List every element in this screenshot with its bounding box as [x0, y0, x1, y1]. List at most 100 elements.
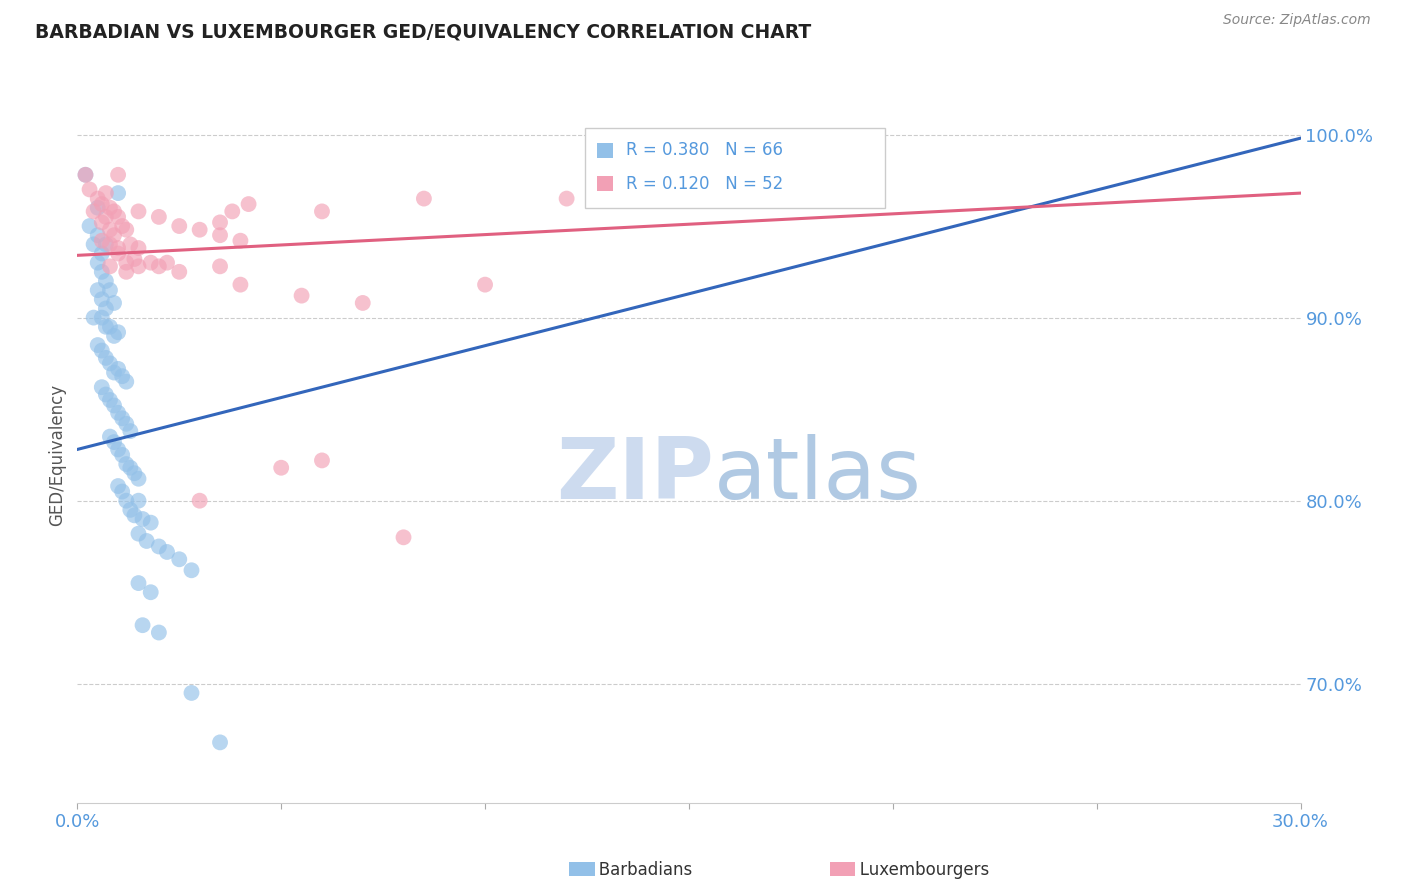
Point: [98, 283, 121, 297]
Point: [94, 319, 117, 334]
Point: [115, 265, 138, 279]
Point: [107, 241, 129, 255]
Point: [209, 260, 232, 274]
Point: [115, 457, 138, 471]
Point: [103, 399, 125, 413]
Point: [87, 338, 110, 352]
Point: [148, 210, 170, 224]
Point: [229, 277, 252, 292]
Point: [555, 192, 578, 206]
Point: [111, 411, 134, 425]
Point: [238, 197, 260, 211]
Point: [169, 265, 191, 279]
Point: [107, 168, 129, 182]
Point: [120, 424, 142, 438]
Point: [83, 204, 105, 219]
Point: [131, 618, 153, 632]
Point: [83, 310, 105, 325]
Point: [209, 735, 232, 749]
Point: [148, 625, 170, 640]
Point: [124, 467, 146, 481]
Point: [128, 260, 150, 274]
Point: [98, 429, 121, 443]
Point: [103, 366, 125, 380]
Point: [131, 512, 153, 526]
Point: [128, 576, 150, 591]
Point: [94, 351, 117, 365]
Point: [128, 526, 150, 541]
Point: [90, 197, 112, 211]
Point: [221, 204, 243, 219]
Point: [128, 493, 150, 508]
Point: [94, 210, 117, 224]
Point: [103, 228, 125, 243]
Text: atlas: atlas: [713, 434, 921, 517]
Point: [209, 228, 232, 243]
Point: [83, 237, 105, 252]
Point: [188, 223, 211, 237]
Point: [94, 301, 117, 316]
Point: [98, 260, 121, 274]
Point: [107, 210, 129, 224]
Point: [90, 246, 112, 260]
Point: [94, 387, 117, 401]
Point: [87, 228, 110, 243]
Point: [148, 540, 170, 554]
Point: [135, 533, 157, 548]
Point: [90, 234, 112, 248]
Point: [87, 201, 110, 215]
Point: [90, 215, 112, 229]
Text: BARBADIAN VS LUXEMBOURGER GED/EQUIVALENCY CORRELATION CHART: BARBADIAN VS LUXEMBOURGER GED/EQUIVALENC…: [35, 22, 811, 41]
Point: [98, 319, 121, 334]
Bar: [598, 176, 613, 191]
Point: [139, 585, 162, 599]
Point: [124, 508, 146, 523]
Point: [115, 255, 138, 269]
Point: [115, 417, 138, 431]
Point: [90, 380, 112, 394]
Point: [107, 406, 129, 420]
Point: [413, 192, 436, 206]
Point: [98, 392, 121, 407]
Point: [107, 362, 129, 376]
Point: [148, 260, 170, 274]
Point: [139, 255, 162, 269]
Point: [87, 192, 110, 206]
Point: [107, 325, 129, 339]
Point: [270, 460, 292, 475]
Point: [120, 237, 142, 252]
Point: [120, 503, 142, 517]
Point: [291, 288, 314, 302]
Point: [90, 310, 112, 325]
Y-axis label: GED/Equivalency: GED/Equivalency: [48, 384, 66, 526]
Point: [311, 453, 333, 467]
Point: [90, 293, 112, 307]
Point: [474, 277, 496, 292]
Point: [115, 493, 138, 508]
Point: [111, 484, 134, 499]
Point: [169, 552, 191, 566]
Point: [156, 255, 179, 269]
Point: [128, 241, 150, 255]
Point: [87, 255, 110, 269]
Point: [352, 296, 374, 310]
Text: Barbadians: Barbadians: [583, 861, 693, 879]
Point: [180, 686, 202, 700]
Point: [188, 493, 211, 508]
Point: [98, 237, 121, 252]
Point: [111, 369, 134, 384]
Point: [90, 343, 112, 358]
Point: [120, 460, 142, 475]
Point: [180, 563, 202, 577]
Text: Source: ZipAtlas.com: Source: ZipAtlas.com: [1223, 13, 1371, 28]
Point: [75, 168, 97, 182]
Point: [311, 204, 333, 219]
Text: ZIP: ZIP: [555, 434, 713, 517]
Point: [115, 375, 138, 389]
Point: [94, 237, 117, 252]
Point: [90, 265, 112, 279]
Point: [139, 516, 162, 530]
Point: [392, 530, 415, 544]
Point: [124, 252, 146, 266]
Point: [75, 168, 97, 182]
